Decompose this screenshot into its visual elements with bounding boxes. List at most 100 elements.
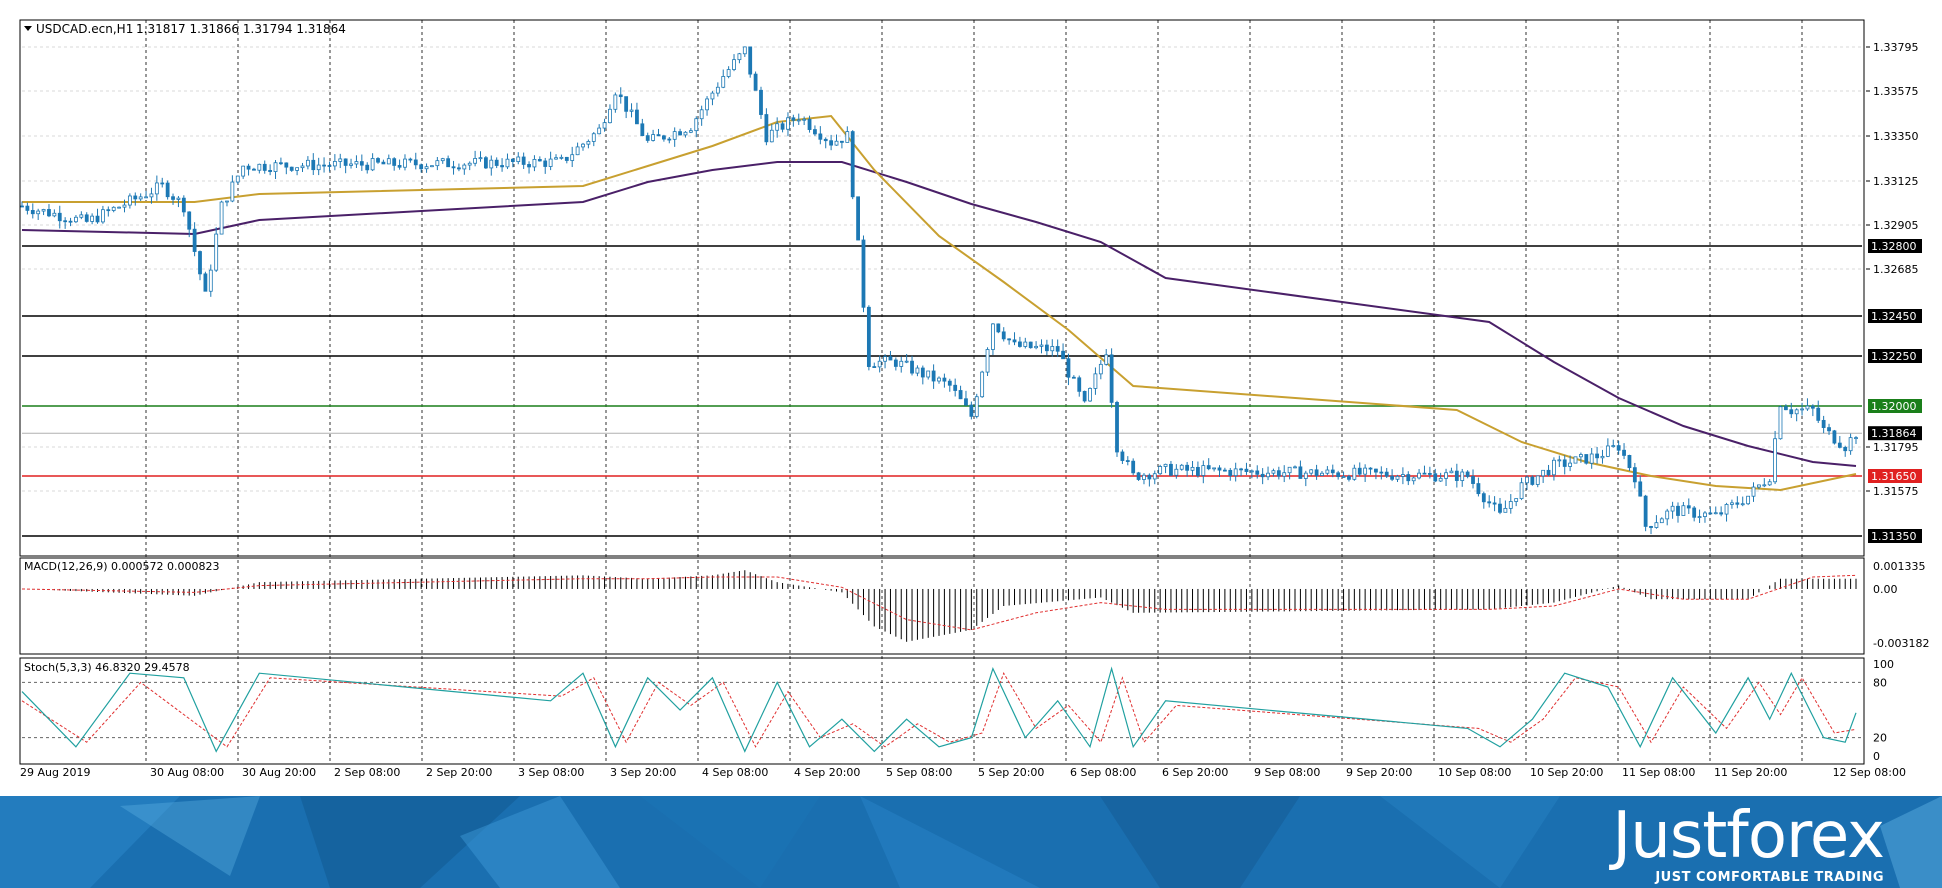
candle-body [127, 195, 132, 206]
stoch-tick-label: 100 [1873, 658, 1894, 671]
stoch-tick-label: 0 [1873, 750, 1880, 763]
candle-body [1293, 466, 1297, 469]
time-label: 11 Sep 20:00 [1714, 766, 1787, 779]
candle-body [1384, 471, 1389, 477]
candle-body [985, 349, 990, 373]
candle-body [726, 69, 731, 77]
candle-body [1622, 449, 1626, 456]
candle-body [764, 114, 769, 143]
candle-body [1406, 474, 1411, 482]
macd-series [21, 570, 1857, 642]
candle-body [759, 89, 763, 115]
candle-body [737, 53, 742, 61]
candle-body [1568, 462, 1573, 467]
candle-body [1298, 466, 1303, 479]
candle-body [198, 251, 202, 275]
price-tick-label: 1.33350 [1873, 130, 1919, 143]
candle-body [1595, 453, 1599, 459]
candle-body [1201, 465, 1206, 476]
time-label: 11 Sep 08:00 [1622, 766, 1695, 779]
candle-body [591, 133, 596, 142]
candle-body [699, 109, 704, 120]
candle-body [1800, 408, 1804, 411]
candle-body [521, 156, 526, 165]
candle-body [786, 117, 790, 130]
level-badge [1868, 399, 1922, 413]
moving-averages [21, 114, 1857, 492]
candle-body [1271, 470, 1276, 474]
candle-body [57, 212, 62, 222]
candle-body [1508, 501, 1513, 509]
brand-logo[interactable]: Justforex JUST COMFORTABLE TRADING [1612, 799, 1885, 885]
candle-body [1249, 470, 1254, 473]
current-price-badge [1868, 426, 1922, 441]
candle-body [300, 165, 305, 169]
dropdown-arrow-icon[interactable] [24, 26, 32, 31]
candle-body [1643, 495, 1648, 527]
candle-body [1767, 481, 1772, 486]
candle-body [462, 164, 467, 170]
candle-body [1627, 455, 1632, 469]
candle-body [1692, 507, 1697, 518]
candle-body [1740, 503, 1745, 506]
level-label: 1.31650 [1871, 470, 1917, 483]
candle-body [877, 360, 882, 368]
candle-body [915, 367, 920, 374]
current-price-label: 1.31864 [1871, 427, 1917, 440]
candle-body [1810, 405, 1815, 409]
candle-body [305, 159, 310, 167]
candle-body [683, 131, 688, 136]
price-tick-label: 1.32685 [1873, 263, 1919, 276]
candle-body [1357, 467, 1362, 475]
candle-body [214, 233, 219, 271]
brand-name: Justforex [1612, 799, 1885, 873]
trading-chart[interactable]: USDCAD.ecn,H1 1.31817 1.31866 1.31794 1.… [0, 0, 1942, 796]
candle-body [489, 159, 494, 169]
candle-body [1697, 516, 1702, 518]
candle-body [1476, 483, 1481, 495]
candle-body [920, 367, 925, 378]
candle-body [1104, 354, 1109, 365]
candle-body [430, 165, 434, 168]
candle-body [403, 158, 407, 168]
candle-body [1325, 469, 1330, 474]
candle-body [662, 135, 666, 140]
candle-body [1336, 472, 1341, 478]
candle-body [408, 158, 413, 161]
candle-body [1541, 469, 1546, 477]
candle-body [931, 370, 936, 382]
candle-body [435, 160, 440, 167]
candle-body [1341, 476, 1346, 478]
candle-body [1638, 481, 1643, 497]
macd-tick-label: -0.003182 [1873, 637, 1929, 650]
candle-body [1573, 456, 1578, 464]
candle-body [165, 182, 170, 198]
candle-body [1276, 470, 1281, 477]
candle-body [559, 156, 564, 159]
candle-body [322, 164, 326, 167]
time-label: 5 Sep 08:00 [886, 766, 952, 779]
candle-body [953, 384, 958, 391]
candle-body [1174, 468, 1179, 476]
candle-body [791, 117, 796, 121]
candle-body [106, 209, 111, 212]
candle-body [343, 158, 348, 166]
candle-body [1287, 466, 1292, 474]
candle-body [1217, 467, 1222, 471]
level-label: 1.32250 [1871, 350, 1917, 363]
candle-body [1179, 464, 1184, 470]
candle-body [1018, 341, 1022, 347]
candle-body [608, 108, 612, 124]
candle-body [47, 209, 51, 217]
candle-body [122, 204, 127, 208]
candle-body [230, 181, 235, 202]
candle-body [1681, 505, 1686, 516]
candle-body [866, 306, 871, 367]
candle-body [581, 143, 585, 148]
candle-body [1471, 476, 1475, 484]
candle-body [30, 210, 35, 215]
candle-body [1320, 472, 1324, 476]
time-label: 9 Sep 08:00 [1254, 766, 1320, 779]
candle-body [840, 140, 844, 143]
ma-slow-line [21, 161, 1857, 467]
